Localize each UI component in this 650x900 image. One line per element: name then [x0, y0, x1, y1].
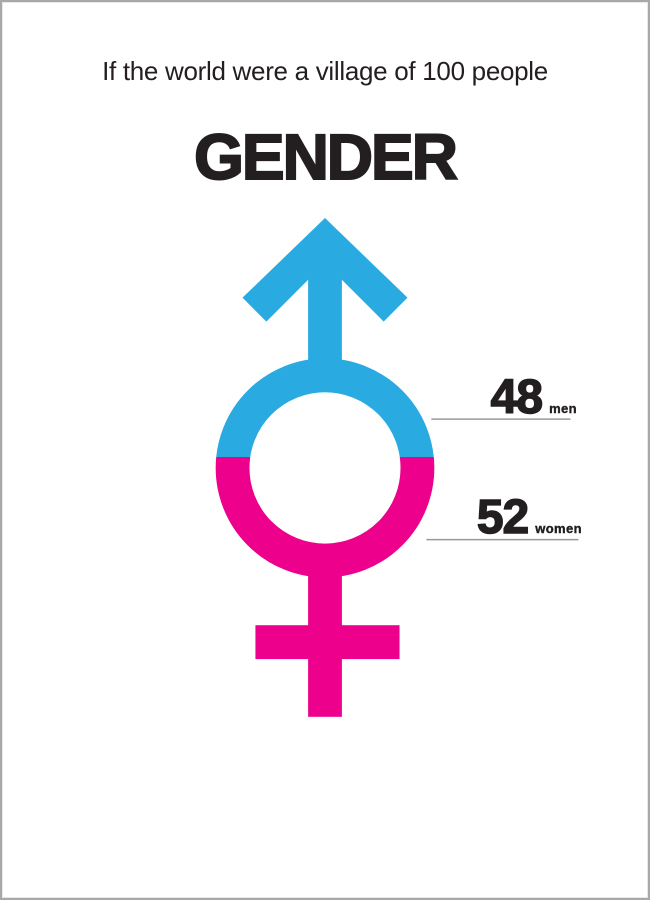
male-symbol-half [216, 218, 434, 457]
tagline: If the world were a village of 100 peopl… [102, 56, 548, 86]
stat-women-label: women [535, 521, 582, 536]
stat-men: 48 men [432, 371, 577, 424]
female-cross-bar [255, 625, 400, 660]
stat-men-value: 48 [490, 371, 544, 424]
stat-women: 52 women [432, 491, 582, 544]
male-arrowhead-icon [242, 218, 408, 322]
stat-men-label: men [549, 401, 577, 416]
page-title: GENDER [193, 121, 459, 193]
stat-women-value: 52 [476, 491, 530, 544]
